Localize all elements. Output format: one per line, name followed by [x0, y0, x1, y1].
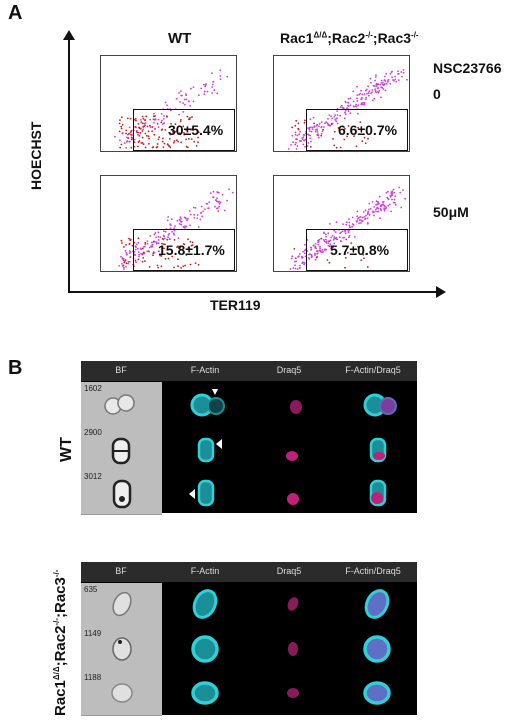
ko-row-2: 1149 — [81, 627, 417, 672]
percent-wt-0: 30±5.4% — [168, 122, 224, 138]
percent-ko-0: 6.6±0.7% — [338, 122, 398, 138]
ko-grid-header: BF F-Actin Draq5 F-Actin/Draq5 — [81, 562, 417, 582]
scatter-ko-0 — [287, 69, 408, 150]
gate-ko-50 — [306, 229, 408, 271]
ko-header-factin: F-Actin — [190, 566, 220, 576]
knockout-side-label: Rac1Δ/Δ;Rac2-/-;Rac3-/- — [52, 570, 69, 716]
panel-a-letter: A — [8, 2, 23, 24]
dose-0-label: 0 — [433, 86, 441, 102]
ko-name-3: ;Rac3 — [372, 30, 412, 46]
ko-sup-2: -/- — [365, 30, 373, 40]
ko-side-name-3: ;Rac3 — [52, 577, 69, 618]
ko-side-sup-1: Δ/Δ — [52, 666, 61, 681]
ko-sup-3: -/- — [411, 30, 419, 40]
ko-sup-1: Δ/Δ — [313, 30, 328, 40]
flow-plot-ko-0 — [273, 55, 410, 152]
wt-grid-header: BF F-Actin Draq5 F-Actin/Draq5 — [81, 361, 417, 381]
panel-b-letter: B — [8, 357, 23, 379]
row-id: 1149 — [84, 629, 102, 638]
dose-50-label: 50μM — [433, 204, 469, 220]
gate-wt-0 — [133, 109, 235, 151]
ko-side-sup-2: -/- — [52, 617, 61, 626]
knockout-image-grid: BF F-Actin Draq5 F-Actin/Draq5 635 1149 … — [81, 562, 417, 716]
flow-plot-wt-50 — [100, 175, 237, 272]
gate-ko-0 — [306, 109, 408, 151]
y-axis-line — [68, 38, 70, 292]
ko-header-bf: BF — [115, 566, 127, 576]
wt-side-label: WT — [58, 437, 75, 462]
column-title-knockout: Rac1Δ/Δ;Rac2-/-;Rac3-/- — [280, 30, 419, 46]
wt-header-draq5: Draq5 — [276, 365, 302, 375]
ko-cell-images — [111, 589, 391, 705]
ko-row-1-cells — [112, 589, 390, 619]
wt-row-3-cells — [112, 479, 387, 509]
percent-ko-50: 5.7±0.8% — [330, 242, 390, 258]
row-id: 3012 — [84, 472, 102, 481]
wt-header-bf: BF — [115, 365, 127, 375]
y-axis-label: HOECHST — [28, 121, 44, 190]
gate-wt-50 — [133, 229, 235, 271]
scatter-dots — [287, 69, 408, 150]
ko-name-2: ;Rac2 — [327, 30, 366, 46]
wt-header-merge: F-Actin/Draq5 — [345, 365, 401, 375]
column-title-wt: WT — [168, 30, 192, 47]
ko-header-draq5: Draq5 — [276, 566, 302, 576]
scatter-ko-50 — [289, 186, 406, 270]
ko-side-name-2: ;Rac2 — [52, 625, 69, 667]
bf-image: 1149 — [81, 627, 162, 672]
row-id: 1188 — [84, 673, 102, 682]
ko-side-name-1: Rac1 — [52, 680, 69, 716]
scatter-dots — [289, 186, 406, 270]
ko-name-1: Rac1 — [280, 30, 314, 46]
x-axis-arrow — [436, 286, 446, 298]
ko-row-3-cells — [111, 681, 391, 705]
x-axis-label: TER119 — [210, 297, 261, 313]
ko-header-merge: F-Actin/Draq5 — [345, 566, 401, 576]
wt-row-1-cells — [104, 389, 397, 417]
x-axis-line — [68, 291, 436, 293]
row-id: 2900 — [84, 428, 102, 437]
flow-plot-wt-0 — [100, 55, 237, 152]
wt-cell-images — [104, 389, 397, 509]
scatter-dots — [114, 69, 229, 149]
wt-header-factin: F-Actin — [190, 365, 220, 375]
wt-image-grid: BF F-Actin Draq5 F-Actin/Draq5 1602 2900… — [81, 361, 417, 515]
wt-row-2-cells — [111, 437, 387, 465]
percent-wt-50: 15.8±1.7% — [158, 242, 225, 258]
ko-row-2-cells — [112, 635, 391, 663]
row-id: 1602 — [84, 384, 102, 393]
treatment-label: NSC23766 — [433, 60, 502, 76]
scatter-wt-0 — [114, 69, 229, 149]
row-id: 635 — [84, 585, 98, 594]
flow-plot-ko-50 — [273, 175, 410, 272]
ko-side-sup-3: -/- — [52, 569, 61, 578]
y-axis-arrow — [63, 30, 75, 40]
